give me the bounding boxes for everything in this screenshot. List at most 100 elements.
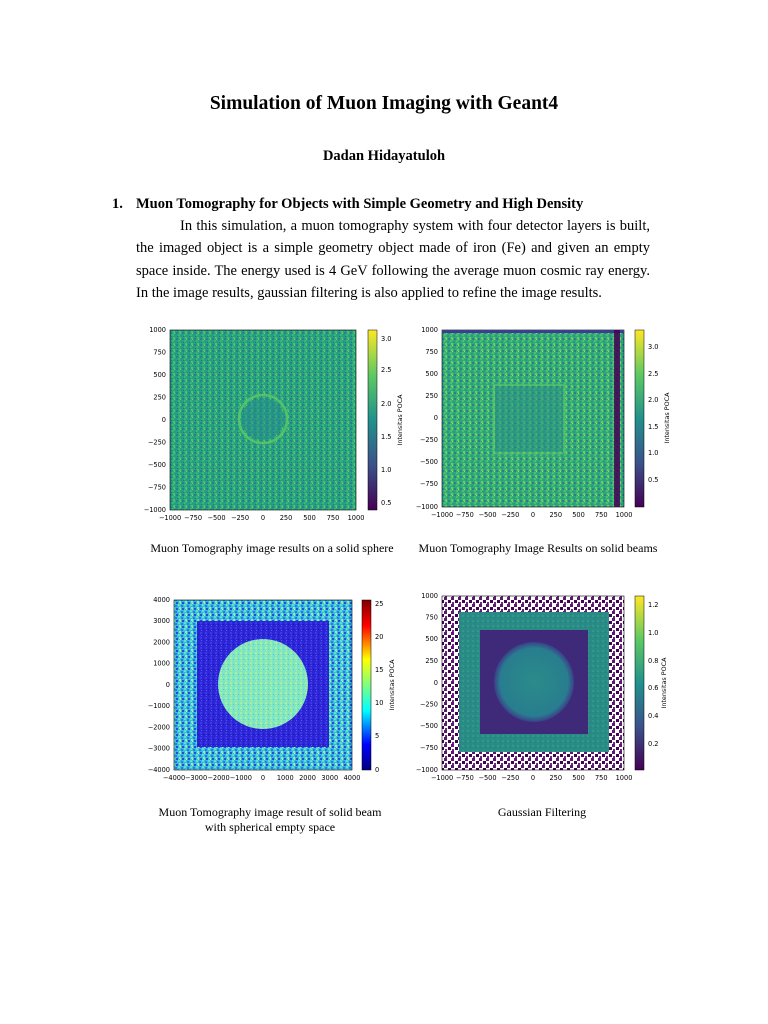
svg-text:−2000: −2000 <box>148 724 170 732</box>
svg-text:−1000: −1000 <box>431 774 453 782</box>
colorbar <box>634 595 645 771</box>
svg-text:1000: 1000 <box>616 511 633 519</box>
author-name: Dadan Hidayatuloh <box>322 148 446 164</box>
section-heading: 1. Muon Tomography for Objects with Simpl… <box>112 196 583 213</box>
svg-text:1.0: 1.0 <box>381 466 392 474</box>
svg-text:0.2: 0.2 <box>648 740 659 748</box>
svg-text:3000: 3000 <box>153 617 170 625</box>
colorbar-tick-labels: 3.0 2.5 2.0 1.5 1.0 0.5 <box>381 335 392 507</box>
svg-text:−1000: −1000 <box>148 702 170 710</box>
svg-text:0: 0 <box>162 416 166 424</box>
empty-sphere-region <box>494 642 574 722</box>
svg-text:1.0: 1.0 <box>648 629 659 637</box>
x-tick-labels: −1000 −750 −500 −250 0 250 500 750 1000 <box>431 511 633 519</box>
svg-text:1.0: 1.0 <box>648 449 659 457</box>
svg-text:−500: −500 <box>148 461 166 469</box>
colorbar-label: Intensitas POCA <box>660 657 668 709</box>
section-paragraph: In this simulation, a muon tomography sy… <box>136 218 650 301</box>
svg-text:−3000: −3000 <box>185 774 207 782</box>
svg-text:−750: −750 <box>184 514 202 522</box>
svg-text:250: 250 <box>549 774 562 782</box>
svg-text:3.0: 3.0 <box>648 343 659 351</box>
plot-solid-beams: −1000 −750 −500 −250 0 250 500 750 1000 … <box>416 326 671 519</box>
svg-text:500: 500 <box>153 371 166 379</box>
svg-text:0: 0 <box>375 766 379 774</box>
y-tick-labels: 1000 750 500 250 0 −250 −500 −750 −1000 <box>416 326 438 511</box>
svg-text:1000: 1000 <box>153 660 170 668</box>
svg-text:−1000: −1000 <box>431 511 453 519</box>
colorbar-label: Intensitas POCA <box>396 394 404 446</box>
svg-text:−1000: −1000 <box>416 503 438 511</box>
svg-text:250: 250 <box>425 657 438 665</box>
svg-text:−4000: −4000 <box>163 774 185 782</box>
svg-text:0.5: 0.5 <box>381 499 392 507</box>
svg-text:0: 0 <box>261 774 265 782</box>
x-tick-labels: −1000 −750 −500 −250 0 250 500 750 1000 <box>159 514 365 522</box>
svg-text:1000: 1000 <box>348 514 365 522</box>
svg-text:0: 0 <box>166 681 170 689</box>
svg-text:1.5: 1.5 <box>648 423 659 431</box>
svg-text:−250: −250 <box>501 774 519 782</box>
svg-text:1000: 1000 <box>421 592 438 600</box>
svg-text:−750: −750 <box>148 484 166 492</box>
svg-text:2.5: 2.5 <box>648 370 659 378</box>
svg-text:20: 20 <box>375 633 383 641</box>
figure-solid-sphere: −1000 −750 −500 −250 0 250 500 750 1000 … <box>130 322 410 527</box>
x-tick-labels: −4000 −3000 −2000 −1000 0 1000 2000 3000… <box>163 774 361 782</box>
colorbar-label: Intensitas POCA <box>388 659 396 711</box>
svg-text:0: 0 <box>434 414 438 422</box>
svg-text:−750: −750 <box>456 511 474 519</box>
svg-text:5: 5 <box>375 732 379 740</box>
svg-text:1.2: 1.2 <box>648 601 659 609</box>
colorbar <box>634 329 645 508</box>
svg-text:−500: −500 <box>478 774 496 782</box>
caption-line-1: Muon Tomography image result of solid be… <box>158 805 382 819</box>
section-number: 1. <box>112 196 123 212</box>
svg-text:250: 250 <box>549 511 562 519</box>
svg-text:750: 750 <box>425 614 438 622</box>
svg-text:1000: 1000 <box>277 774 294 782</box>
svg-text:250: 250 <box>153 394 166 402</box>
svg-text:0.8: 0.8 <box>648 657 659 665</box>
svg-text:500: 500 <box>425 635 438 643</box>
svg-text:−250: −250 <box>501 511 519 519</box>
svg-text:2.5: 2.5 <box>381 366 392 374</box>
plot-solid-sphere: −1000 −750 −500 −250 0 250 500 750 1000 … <box>144 326 404 522</box>
figure-beam-spherical-space: −4000 −3000 −2000 −1000 0 1000 2000 3000… <box>130 592 410 787</box>
svg-text:−750: −750 <box>420 744 438 752</box>
figure-solid-beams: −1000 −750 −500 −250 0 250 500 750 1000 … <box>402 322 682 527</box>
svg-text:−1000: −1000 <box>230 774 252 782</box>
svg-text:2.0: 2.0 <box>381 400 392 408</box>
svg-text:−500: −500 <box>420 722 438 730</box>
svg-text:−250: −250 <box>231 514 249 522</box>
svg-text:−250: −250 <box>420 436 438 444</box>
svg-text:0: 0 <box>261 514 265 522</box>
caption-line-2: with spherical empty space <box>204 820 336 834</box>
svg-text:25: 25 <box>375 600 383 608</box>
svg-text:750: 750 <box>595 511 608 519</box>
y-tick-labels: 4000 3000 2000 1000 0 −1000 −2000 −3000 … <box>148 596 170 774</box>
caption-beam-spherical-space: Muon Tomography image result of solid be… <box>130 805 410 835</box>
y-tick-labels: 1000 750 500 250 0 −250 −500 −750 −1000 <box>144 326 166 514</box>
svg-text:2000: 2000 <box>299 774 316 782</box>
svg-text:750: 750 <box>327 514 340 522</box>
svg-text:0.4: 0.4 <box>648 712 659 720</box>
colorbar-tick-labels: 25 20 15 10 5 0 <box>375 600 383 774</box>
sphere-outline <box>237 393 289 445</box>
svg-text:−1000: −1000 <box>159 514 181 522</box>
figure-gaussian-filtering: −1000 −750 −500 −250 0 250 500 750 1000 … <box>402 590 682 785</box>
svg-text:−250: −250 <box>420 701 438 709</box>
svg-text:0: 0 <box>531 511 535 519</box>
svg-text:−500: −500 <box>478 511 496 519</box>
svg-text:4000: 4000 <box>344 774 361 782</box>
svg-text:4000: 4000 <box>153 596 170 604</box>
svg-text:−500: −500 <box>207 514 225 522</box>
colorbar <box>367 329 378 511</box>
svg-text:−3000: −3000 <box>148 745 170 753</box>
svg-text:10: 10 <box>375 699 383 707</box>
svg-text:−4000: −4000 <box>148 766 170 774</box>
colorbar-tick-labels: 1.2 1.0 0.8 0.6 0.4 0.2 <box>648 601 659 748</box>
svg-text:500: 500 <box>572 511 585 519</box>
svg-text:−750: −750 <box>420 480 438 488</box>
svg-text:−1000: −1000 <box>144 506 166 514</box>
